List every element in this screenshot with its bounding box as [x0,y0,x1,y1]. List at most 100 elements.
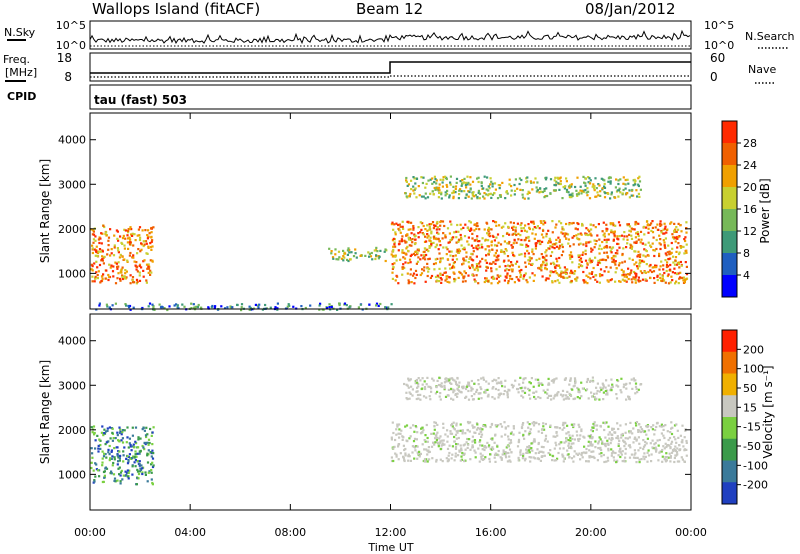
echo-cell [477,447,480,450]
echo-cell [651,266,654,269]
echo-cell [409,261,412,264]
echo-cell [545,268,548,271]
echo-cell [422,269,426,272]
freq-panel [89,52,692,82]
echo-cell [557,236,560,239]
echo-cell [625,387,628,390]
echo-cell [647,449,650,452]
echo-cell [110,450,113,453]
echo-cell [543,428,546,431]
echo-cell [190,302,193,305]
echo-cell [637,183,640,186]
echo-cell [483,175,486,178]
echo-cell [549,453,552,456]
echo-cell [616,252,619,255]
echo-cell [557,182,560,185]
echo-cell [493,453,497,456]
echo-cell [507,282,510,285]
echo-cell [423,250,426,253]
echo-cell [393,223,396,226]
echo-cell [507,280,510,283]
echo-cell [592,380,595,383]
echo-cell [526,281,529,284]
echo-cell [522,277,525,280]
echo-cell [465,441,468,444]
echo-cell [414,382,417,385]
echo-cell [670,432,674,436]
echo-cell [590,259,593,262]
power-y-label: Slant Range [km] [38,159,52,263]
echo-cell [642,260,646,263]
echo-cell [432,379,435,382]
echo-cell [604,259,608,262]
echo-cell [476,222,479,225]
echo-cell [555,223,558,226]
echo-cell [620,377,623,380]
echo-cell [541,240,544,243]
echo-cell [668,250,671,253]
echo-cell [129,443,132,447]
echo-cell [457,230,460,233]
echo-cell [468,220,471,223]
nsky-tick-top: 10^5 [56,19,86,32]
echo-cell [108,275,111,279]
echo-cell [561,245,564,249]
echo-cell [607,425,610,428]
echo-cell [623,235,626,238]
echo-cell [452,255,455,258]
echo-cell [441,220,445,223]
echo-cell [586,187,589,190]
echo-cell [480,433,484,436]
echo-cell [618,224,622,227]
echo-cell [612,456,615,459]
echo-cell [497,454,500,457]
echo-cell [569,439,572,442]
echo-cell [325,307,329,310]
echo-cell [521,457,524,460]
echo-cell [493,456,496,459]
echo-cell [491,182,494,185]
echo-cell [636,391,639,394]
echo-cell [603,460,606,464]
echo-cell [127,247,130,250]
echo-cell [149,259,152,262]
echo-cell [588,272,591,275]
echo-cell [538,267,541,270]
echo-cell [455,236,458,239]
echo-cell [449,181,452,184]
echo-cell [653,249,656,252]
echo-cell [552,271,555,274]
echo-cell [455,443,458,446]
echo-cell [537,381,540,384]
echo-cell [566,276,569,279]
echo-cell [606,238,609,241]
echo-cell [671,448,675,452]
echo-cell [627,273,630,276]
echo-cell [537,441,540,445]
echo-cell [465,385,469,388]
echo-cell [445,377,448,380]
echo-cell [98,438,101,441]
echo-cell [513,189,517,192]
echo-cell [138,263,142,266]
echo-cell [506,460,509,463]
echo-cell [520,238,523,242]
echo-cell [415,438,418,441]
echo-cell [470,379,473,383]
echo-cell [494,433,497,436]
echo-cell [147,471,150,474]
nsky-trace [89,29,691,46]
echo-cell [658,451,661,454]
echo-cell [95,260,98,263]
echo-cell [107,278,110,282]
echo-cell [417,226,420,229]
echo-cell [406,245,409,248]
echo-cell [662,228,665,231]
echo-cell [674,438,677,441]
echo-cell [660,425,663,428]
echo-cell [511,386,514,389]
echo-cell [594,440,597,443]
echo-cell [564,271,567,274]
echo-cell [675,450,679,454]
echo-cell [451,191,454,195]
